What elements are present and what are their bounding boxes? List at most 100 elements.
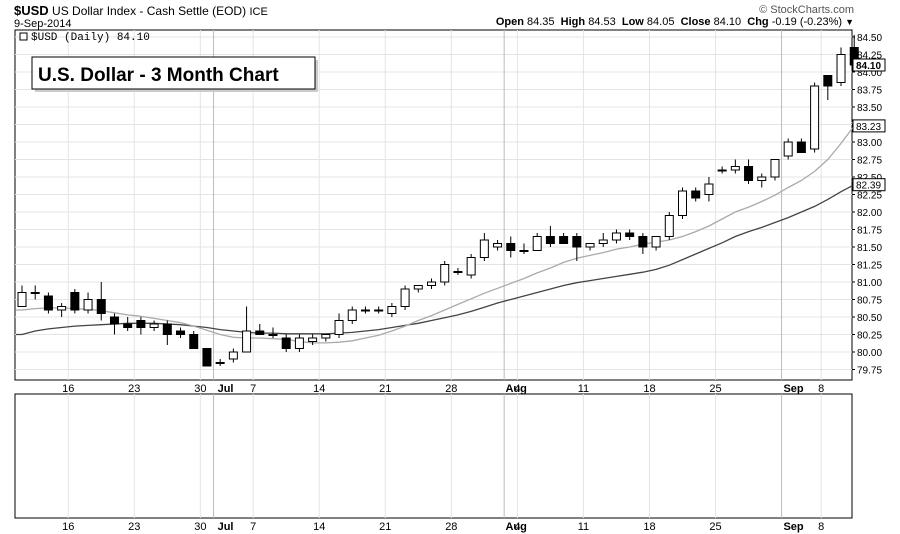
indicator-grid [67,394,822,518]
candle-body [215,362,225,364]
candle [704,177,714,202]
x-tick-label-bottom: 25 [709,521,721,533]
candle-body [347,309,357,321]
copyright-label: © StockCharts.com [759,4,854,16]
candle-body [413,285,423,290]
candle-body [109,316,119,325]
chart-title: U.S. Dollar - 3 Month Chart [38,65,279,86]
x-tick-label: Jul [218,383,234,395]
candle [717,166,727,174]
y-tick-label: 83.50 [857,103,882,114]
candle-body [559,236,569,244]
candle [17,285,27,307]
candle-body [255,330,265,335]
candle [611,229,621,244]
candle-body [638,236,648,248]
candle-body [466,257,476,276]
candle-body [400,288,410,307]
candle-body [176,330,186,335]
x-tick-label: 25 [709,383,721,395]
x-tick-label-bottom: 14 [313,521,325,533]
candle-body [704,183,714,195]
x-tick-label: 4 [514,383,520,395]
open-value: 84.35 [527,16,555,28]
candle-body [136,320,146,328]
legend-swatch [19,32,28,41]
close-label: Close [680,16,711,28]
candle-body [189,334,199,349]
candle [242,306,252,353]
candle-body [836,54,846,83]
price-tag: 82.39 [852,178,886,192]
candle-body [651,236,661,248]
candle [162,320,172,345]
candle [57,303,67,317]
x-tick-label-bottom: 18 [643,521,655,533]
candle-body [691,190,701,199]
candle-body [796,141,806,153]
candle-body [479,239,489,258]
ma-short-line [16,125,855,344]
y-tick-label: 83.75 [857,86,882,97]
candle-body [810,85,820,150]
candle-body [717,169,727,172]
x-tick-label: 21 [379,383,391,395]
candle [347,306,357,324]
candle-body [664,215,674,237]
candle [123,317,133,331]
candle-body [545,236,555,244]
candle-body [730,166,740,171]
candle-body [334,320,344,335]
x-tick-label-bottom: Sep [783,521,803,533]
candle-body [228,351,238,360]
candle [651,236,661,251]
low-value: 84.05 [646,16,675,28]
y-tick-label: 83.00 [857,138,882,149]
x-tick-label-bottom: Jul [218,521,234,533]
price-tag-box [852,58,886,72]
candle [321,334,331,342]
candle [43,292,53,314]
candle [730,159,740,174]
x-tick-label-bottom: 30 [194,521,206,533]
x-tick-label-bottom: 4 [514,521,520,533]
ma-long-line [16,184,855,336]
candle [532,233,542,251]
candle-body [30,292,40,294]
candle [664,212,674,240]
chart-legend: $USD (Daily) 84.10 [19,32,150,44]
legend-text: $USD (Daily) 84.10 [31,32,150,44]
candle [466,254,476,279]
candle [545,226,555,247]
candle-body [440,264,450,283]
candle [506,236,516,258]
price-tag-label: 83.23 [856,122,881,133]
candle [294,334,304,352]
candle-body [149,323,159,328]
x-tick-label: 11 [578,383,589,395]
candle [691,187,701,202]
candle [479,233,489,261]
candle [387,303,397,317]
candle-body [598,239,608,244]
low-label: Low [621,16,644,28]
candle [189,331,199,349]
chevron-down-icon[interactable]: ▼ [845,17,854,27]
y-tick-label: 80.75 [857,296,882,307]
candle-body [757,176,767,181]
x-tick-label: 14 [313,383,325,395]
candle-body [321,334,331,339]
y-tick-label: 84.50 [857,33,882,44]
candle [453,268,463,275]
candle-body [17,292,27,307]
candle-body [360,309,370,312]
y-tick-label: 80.00 [857,348,882,359]
y-axis: 79.75 80.00 80.25 80.50 80.75 81.00 81.25 81.50… [852,33,882,377]
candle [744,159,754,184]
price-tag-box [852,178,886,192]
title-box [31,56,316,90]
candle [281,334,291,352]
candle [176,327,186,338]
candles [17,34,859,367]
